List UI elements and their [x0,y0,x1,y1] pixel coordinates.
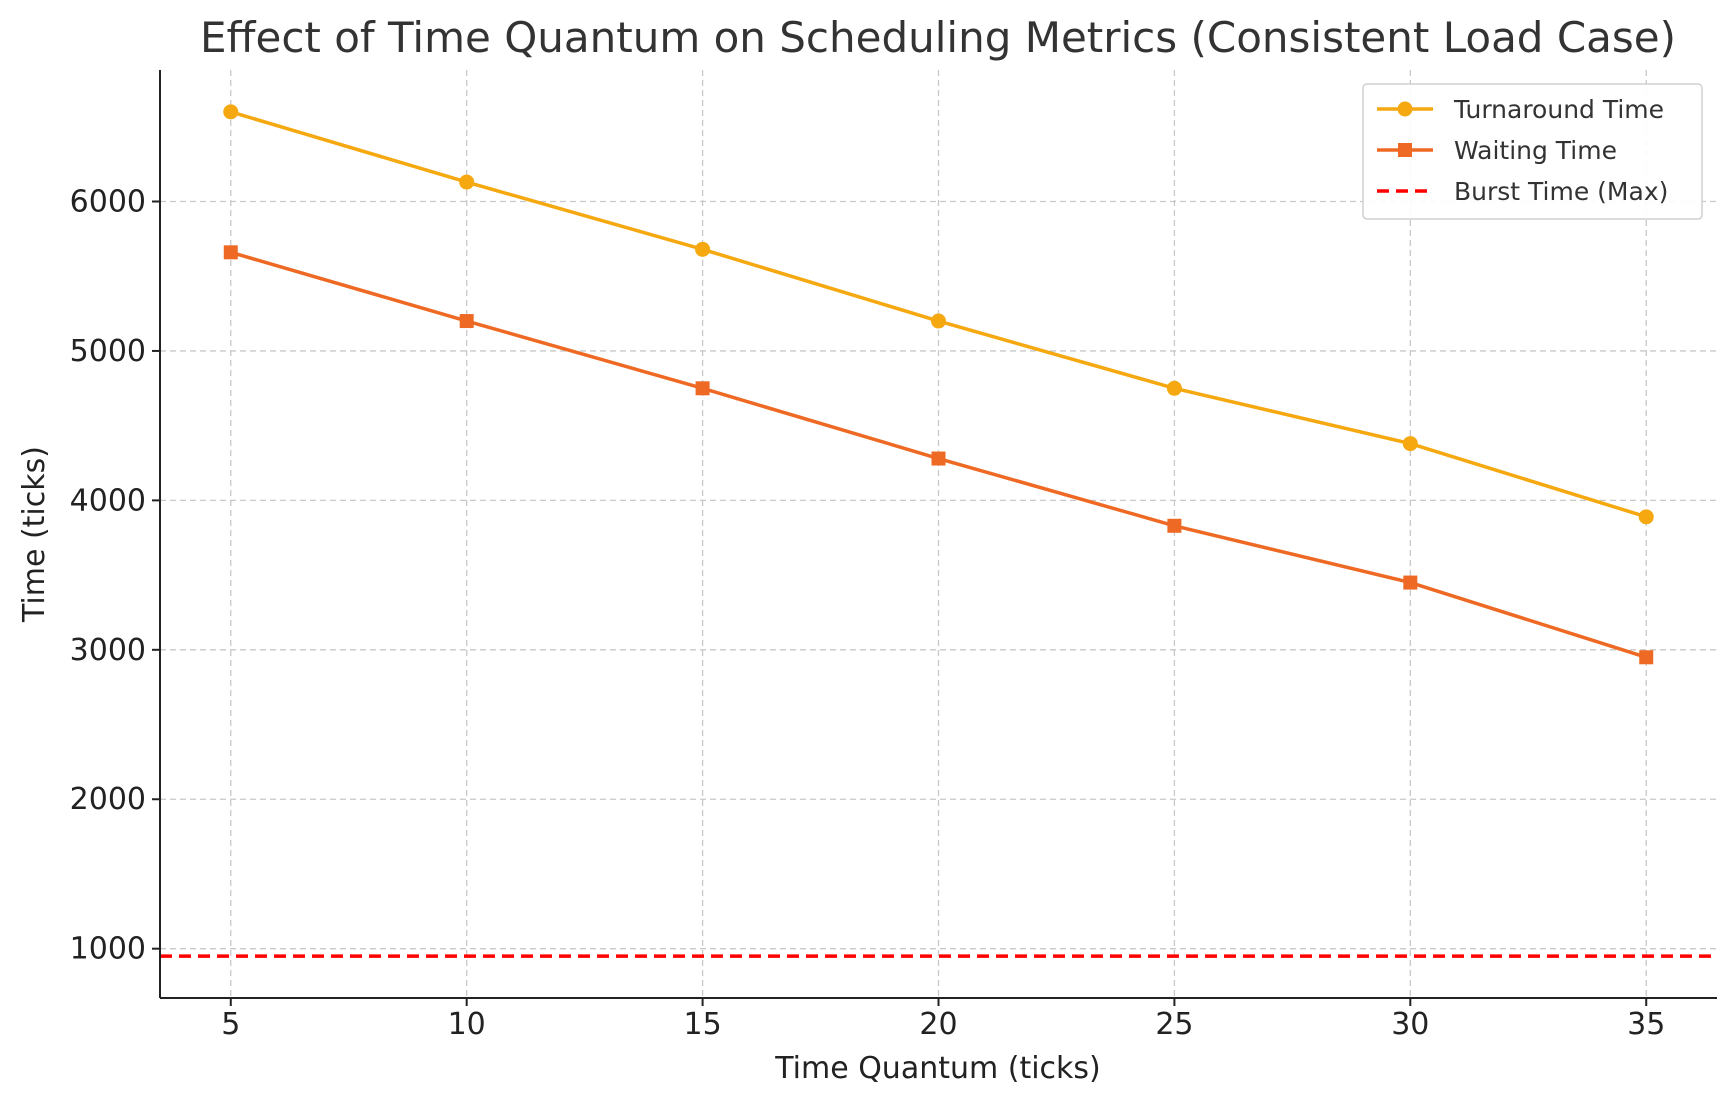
x-tick-label: 15 [683,1007,721,1042]
y-tick-label: 3000 [70,633,146,668]
turnaround-time-point [931,313,946,329]
chart-title: Effect of Time Quantum on Scheduling Met… [200,13,1676,62]
y-tick-label: 5000 [70,334,146,369]
legend-item-burst-time-max-: Burst Time (Max) [1377,177,1668,206]
x-axis-ticks: 5 10 15 20 25 30 35 [221,998,1665,1042]
waiting-time-point [223,245,238,260]
waiting-time-point [1403,575,1418,590]
waiting-time-point [459,314,474,329]
x-tick-label: 25 [1155,1007,1193,1042]
legend-marker [1397,101,1413,117]
series-layer [223,104,1654,665]
y-axis-ticks: 1000 2000 3000 4000 5000 6000 [70,185,160,967]
legend-box [1362,83,1703,220]
turnaround-time-point [1166,380,1182,396]
x-tick-label: 10 [448,1007,486,1042]
y-tick-label: 2000 [70,782,146,817]
x-tick-label: 30 [1391,1007,1429,1042]
y-tick-label: 1000 [70,932,146,967]
turnaround-time-point [1638,509,1654,525]
turnaround-time-point [223,104,239,120]
legend-item-turnaround-time: Turnaround Time [1377,95,1664,124]
y-tick-label: 6000 [70,185,146,220]
legend-label: Turnaround Time [1453,95,1664,124]
waiting-time-point [1167,518,1182,533]
turnaround-time-series [223,104,1654,525]
turnaround-time-point [695,241,711,257]
x-axis-label: Time Quantum (ticks) [774,1051,1101,1086]
y-axis-label: Time (ticks) [17,446,52,623]
grid-lines [160,70,1717,998]
legend-label: Burst Time (Max) [1454,177,1668,206]
legend-items: Turnaround Time Waiting Time Burst Time (M… [1377,95,1668,206]
waiting-time-series [223,245,1654,665]
legend-item-waiting-time: Waiting Time [1377,136,1617,165]
legend-marker [1398,143,1412,157]
waiting-time-point [695,381,710,396]
x-tick-label: 20 [919,1007,957,1042]
turnaround-time-point [459,174,475,190]
x-tick-label: 5 [221,1007,240,1042]
waiting-time-point [931,451,946,466]
waiting-time-point [1639,650,1654,665]
legend-label: Waiting Time [1454,136,1617,165]
turnaround-time-point [1402,436,1418,452]
y-tick-label: 4000 [70,483,146,518]
legend: Turnaround Time Waiting Time Burst Time (M… [1362,83,1703,220]
x-tick-label: 35 [1627,1007,1665,1042]
